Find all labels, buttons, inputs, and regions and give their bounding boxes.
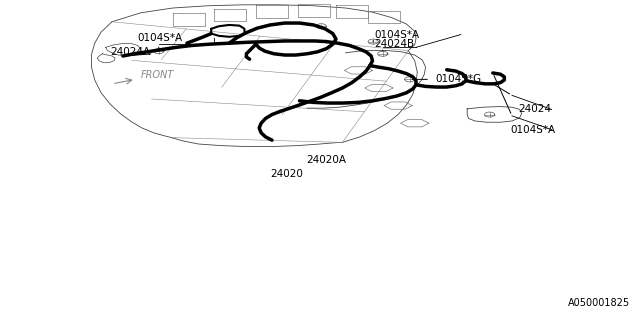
Text: 0104S*A: 0104S*A: [138, 33, 183, 43]
Text: 24024: 24024: [518, 104, 552, 115]
Text: 24020: 24020: [270, 169, 303, 180]
Text: 0104S*A: 0104S*A: [374, 29, 420, 40]
Text: FRONT: FRONT: [141, 70, 174, 80]
Text: 0104S*G: 0104S*G: [435, 74, 481, 84]
Text: 24024B: 24024B: [374, 39, 415, 49]
Text: 24020A: 24020A: [306, 155, 346, 165]
Text: 24024A: 24024A: [111, 47, 151, 57]
Text: 0104S*A: 0104S*A: [511, 124, 556, 135]
Text: A050001825: A050001825: [568, 298, 630, 308]
